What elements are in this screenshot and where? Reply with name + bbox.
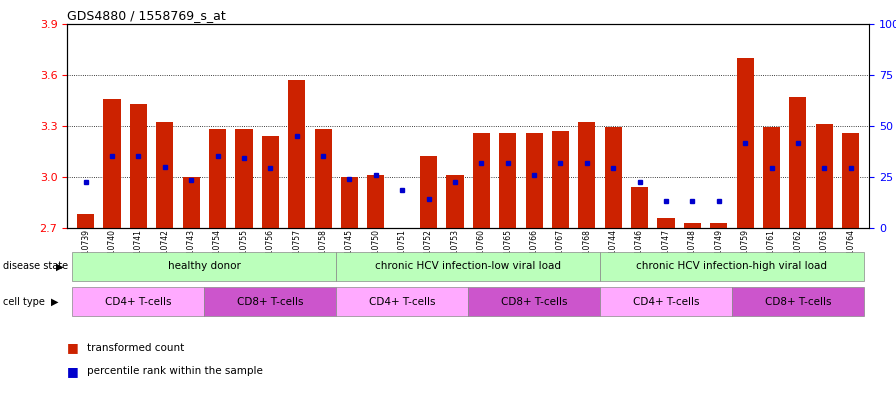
Bar <box>684 223 701 228</box>
Bar <box>340 177 358 228</box>
Bar <box>468 287 600 316</box>
Bar <box>73 287 204 316</box>
Bar <box>156 122 173 228</box>
Bar <box>336 252 600 281</box>
Bar <box>209 129 226 228</box>
Text: healthy donor: healthy donor <box>168 261 241 271</box>
Text: CD4+ T-cells: CD4+ T-cells <box>369 297 435 307</box>
Bar <box>631 187 648 228</box>
Bar <box>77 214 94 228</box>
Bar <box>600 252 864 281</box>
Bar <box>236 129 253 228</box>
Bar <box>314 129 332 228</box>
Bar <box>336 287 468 316</box>
Text: GDS4880 / 1558769_s_at: GDS4880 / 1558769_s_at <box>67 9 226 22</box>
Text: CD4+ T-cells: CD4+ T-cells <box>105 297 172 307</box>
Text: ▶: ▶ <box>56 261 63 272</box>
Text: transformed count: transformed count <box>87 343 185 353</box>
Bar <box>578 122 596 228</box>
Bar <box>552 131 569 228</box>
Bar <box>420 156 437 228</box>
Bar <box>262 136 279 228</box>
Bar <box>737 58 754 228</box>
Text: CD8+ T-cells: CD8+ T-cells <box>764 297 831 307</box>
Text: ▶: ▶ <box>51 297 58 307</box>
Text: percentile rank within the sample: percentile rank within the sample <box>87 366 263 376</box>
Bar <box>763 127 780 228</box>
Text: CD4+ T-cells: CD4+ T-cells <box>633 297 699 307</box>
Text: ■: ■ <box>67 365 79 378</box>
Bar <box>73 252 336 281</box>
Bar <box>204 287 336 316</box>
Bar <box>499 132 516 228</box>
Bar <box>473 132 490 228</box>
Text: CD8+ T-cells: CD8+ T-cells <box>501 297 567 307</box>
Bar <box>289 80 306 228</box>
Bar <box>600 287 732 316</box>
Bar <box>842 132 859 228</box>
Text: CD8+ T-cells: CD8+ T-cells <box>237 297 304 307</box>
Bar <box>183 177 200 228</box>
Text: cell type: cell type <box>3 297 45 307</box>
Text: chronic HCV infection-high viral load: chronic HCV infection-high viral load <box>636 261 827 271</box>
Bar <box>130 104 147 228</box>
Text: chronic HCV infection-low viral load: chronic HCV infection-low viral load <box>375 261 561 271</box>
Bar <box>605 127 622 228</box>
Bar <box>789 97 806 228</box>
Text: disease state: disease state <box>3 261 68 272</box>
Bar <box>367 175 384 228</box>
Bar <box>711 223 728 228</box>
Bar <box>446 175 463 228</box>
Bar <box>815 124 833 228</box>
Bar <box>103 99 121 228</box>
Bar <box>526 132 543 228</box>
Text: ■: ■ <box>67 341 79 354</box>
Bar <box>732 287 864 316</box>
Bar <box>658 218 675 228</box>
